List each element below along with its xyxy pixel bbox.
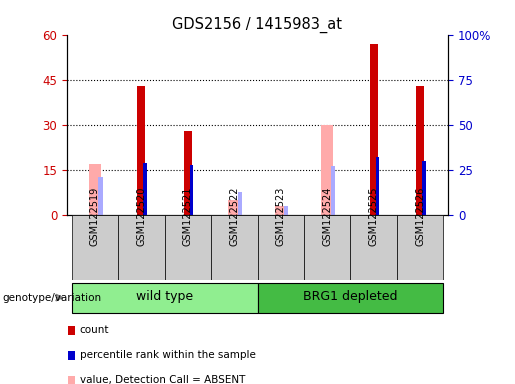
Bar [98,177,102,215]
Bar [370,44,378,215]
Bar [89,164,100,215]
Title: GDS2156 / 1415983_at: GDS2156 / 1415983_at [173,17,342,33]
Text: GSM122525: GSM122525 [369,187,379,247]
Bar [229,200,240,215]
Bar [258,215,304,280]
Text: GSM122519: GSM122519 [90,187,100,247]
Bar [304,215,350,280]
Text: BRG1 depleted: BRG1 depleted [303,290,398,303]
Text: GSM122521: GSM122521 [183,187,193,247]
Bar [376,157,379,215]
Text: value, Detection Call = ABSENT: value, Detection Call = ABSENT [80,375,245,384]
Bar [238,192,242,215]
Text: GSM122522: GSM122522 [229,187,239,247]
Bar [72,283,258,313]
Bar [68,326,75,335]
Bar [68,351,75,360]
Bar [331,166,335,215]
Bar [416,86,424,215]
Bar [284,206,288,215]
Bar [165,215,211,280]
Bar [137,86,145,215]
Bar [397,215,443,280]
Bar [211,215,258,280]
Text: count: count [80,325,109,335]
Text: GSM122524: GSM122524 [322,187,332,247]
Bar [422,161,425,215]
Text: GSM122526: GSM122526 [415,187,425,247]
Bar [350,215,397,280]
Bar [72,215,118,280]
Bar [190,164,193,215]
Bar [118,215,165,280]
Text: percentile rank within the sample: percentile rank within the sample [80,350,256,360]
Text: GSM122520: GSM122520 [136,187,146,247]
Bar [143,163,147,215]
Bar [321,125,333,215]
Text: GSM122523: GSM122523 [276,187,286,247]
Bar [258,283,443,313]
Text: genotype/variation: genotype/variation [3,293,101,303]
Bar [68,376,75,384]
Text: wild type: wild type [136,290,193,303]
Bar [275,206,286,215]
Bar [184,131,192,215]
